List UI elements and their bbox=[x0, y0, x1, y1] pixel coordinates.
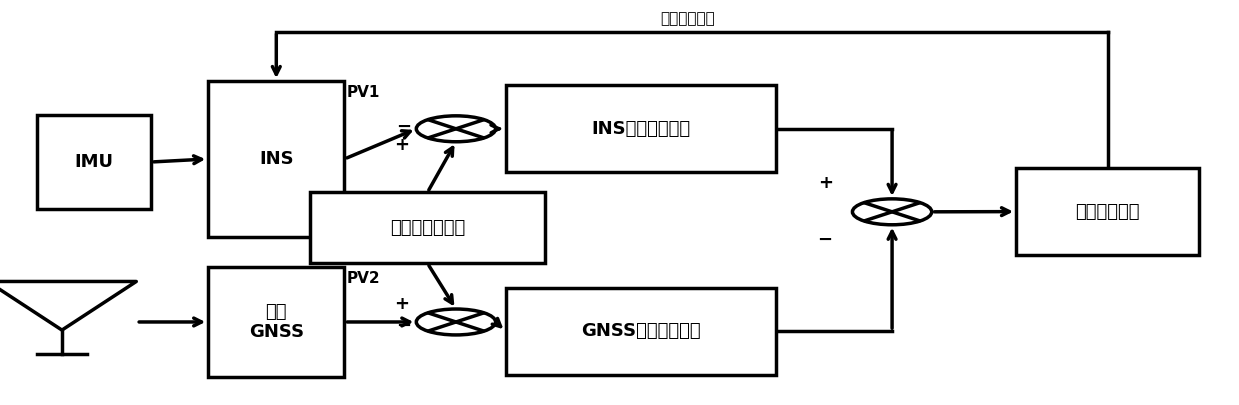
Text: 导航误差参数: 导航误差参数 bbox=[660, 11, 715, 26]
Text: 卡星位置，速度: 卡星位置，速度 bbox=[390, 219, 465, 237]
Text: INS: INS bbox=[259, 150, 294, 168]
Text: +: + bbox=[394, 295, 409, 313]
Bar bbox=[208, 81, 344, 237]
Text: +: + bbox=[818, 175, 833, 192]
Text: PV2: PV2 bbox=[347, 271, 380, 286]
Text: +: + bbox=[394, 136, 409, 154]
Bar bbox=[208, 267, 344, 377]
Text: 差分
GNSS: 差分 GNSS bbox=[249, 303, 304, 341]
Bar bbox=[506, 288, 776, 375]
Bar bbox=[310, 192, 545, 263]
Text: GNSS伪距，伪距率: GNSS伪距，伪距率 bbox=[581, 322, 700, 340]
Text: 卡尔曼滤波器: 卡尔曼滤波器 bbox=[1075, 202, 1140, 221]
Text: −: − bbox=[396, 317, 411, 335]
Text: PV1: PV1 bbox=[347, 85, 380, 100]
Bar bbox=[506, 85, 776, 172]
Text: IMU: IMU bbox=[74, 153, 114, 171]
Bar bbox=[1016, 168, 1199, 255]
Text: INS伪距，伪距率: INS伪距，伪距率 bbox=[591, 119, 690, 138]
Text: −: − bbox=[396, 118, 411, 136]
Text: −: − bbox=[818, 231, 833, 249]
Bar bbox=[37, 115, 151, 209]
